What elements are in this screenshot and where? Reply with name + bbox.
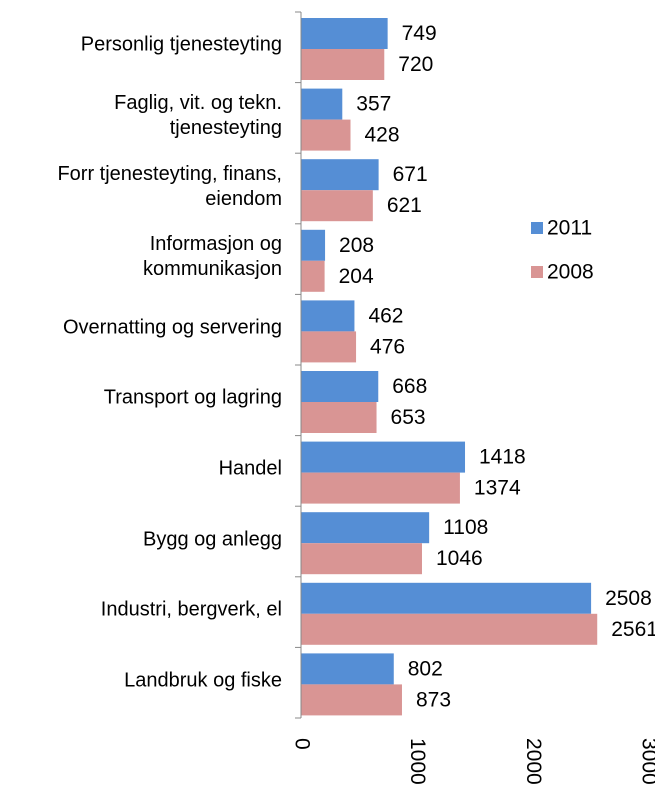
bar — [301, 582, 592, 614]
bar — [301, 371, 379, 402]
bar — [301, 260, 325, 292]
bar — [301, 402, 377, 433]
data-label: 749 — [402, 22, 437, 45]
data-label: 802 — [408, 657, 443, 680]
data-label: 476 — [370, 335, 405, 358]
data-label: 1374 — [474, 477, 521, 500]
data-label: 668 — [392, 375, 427, 398]
bar — [301, 229, 326, 261]
data-label: 1108 — [443, 516, 488, 539]
bar — [301, 543, 422, 575]
category-label: Landbruk og fiske — [124, 669, 282, 692]
data-label: 621 — [387, 194, 422, 217]
bar — [301, 512, 430, 544]
data-label: 873 — [416, 688, 451, 711]
bar — [301, 88, 343, 120]
data-label: 720 — [398, 53, 433, 76]
bar — [301, 18, 388, 49]
data-label: 462 — [368, 304, 403, 327]
category-label: Informasjon og kommunikasjon — [143, 233, 282, 281]
category-label: Forr tjenesteyting, finans, eiendom — [57, 162, 282, 210]
x-tick-label: 2000 — [522, 738, 545, 785]
data-label: 671 — [393, 163, 428, 186]
bar — [301, 190, 373, 222]
category-label: Faglig, vit. og tekn. tjenesteyting — [114, 91, 282, 139]
bar — [301, 472, 460, 504]
category-label: Handel — [218, 457, 282, 480]
data-label: 428 — [365, 124, 400, 147]
bar — [301, 331, 357, 363]
x-tick-label: 3000 — [637, 738, 655, 785]
bar — [301, 653, 394, 685]
x-tick-label: 1000 — [406, 738, 429, 785]
x-tick-label: 0 — [290, 738, 313, 750]
bar — [301, 613, 598, 645]
data-label: 2508 — [605, 587, 652, 610]
data-label: 204 — [339, 265, 374, 288]
category-label: Industri, bergverk, el — [100, 598, 282, 621]
bar — [301, 684, 402, 716]
bar — [301, 49, 385, 80]
category-label: Transport og lagring — [103, 386, 282, 409]
data-label: 2561 — [611, 618, 655, 641]
data-label: 653 — [391, 406, 426, 429]
data-label: 208 — [339, 234, 374, 257]
bar — [301, 300, 355, 332]
data-label: 1046 — [436, 547, 483, 570]
category-label: Overnatting og servering — [62, 316, 282, 339]
legend-swatch — [531, 266, 543, 278]
legend-label: 2011 — [547, 217, 592, 240]
bar — [301, 119, 351, 151]
bar — [301, 441, 466, 473]
legend-swatch — [531, 222, 543, 234]
category-label: Personlig tjenesteyting — [80, 33, 282, 56]
data-label: 357 — [356, 93, 391, 116]
bar — [301, 159, 379, 191]
legend-label: 2008 — [547, 261, 594, 284]
data-label: 1418 — [479, 446, 526, 469]
category-label: Bygg og anlegg — [142, 528, 282, 550]
